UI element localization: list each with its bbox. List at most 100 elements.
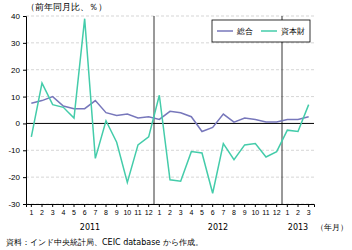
y-tick: 30 — [11, 39, 26, 48]
tick-mark — [148, 204, 149, 207]
x-tick: 2 — [40, 204, 44, 216]
year-label: 2011 — [80, 223, 100, 232]
x-tick: 8 — [104, 204, 108, 216]
legend-frame — [212, 20, 310, 42]
tick-label: 3 — [179, 209, 183, 216]
y-tick: -10 — [8, 146, 26, 155]
tick-mark — [74, 204, 75, 207]
tick-mark — [23, 97, 26, 98]
year-separators — [154, 16, 282, 204]
tick-label: 5 — [72, 209, 76, 216]
tick-mark — [202, 204, 203, 207]
x-tick: 10 — [251, 204, 259, 216]
x-tick: 9 — [115, 204, 119, 216]
x-tick: 6 — [83, 204, 87, 216]
y-axis: -30 -20 -10 0 10 20 30 40 — [8, 12, 26, 209]
x-tick: 8 — [232, 204, 236, 216]
x-tick: 2 — [168, 204, 172, 216]
x-tick: 1 — [29, 204, 33, 216]
tick-mark — [255, 204, 256, 207]
x-tick: 3 — [51, 204, 55, 216]
tick-label: 2 — [40, 209, 44, 216]
x-tick: 11 — [134, 204, 141, 216]
tick-label: 11 — [262, 209, 269, 216]
tick-mark — [223, 204, 224, 207]
tick-label: 30 — [11, 39, 20, 48]
x-tick: 6 — [211, 204, 215, 216]
tick-label: -20 — [8, 173, 20, 182]
y-tick: 10 — [11, 93, 26, 102]
series-line — [31, 97, 308, 132]
tick-mark — [23, 177, 26, 178]
tick-label: -30 — [8, 200, 20, 209]
year-labels: 201120122013 — [80, 223, 308, 232]
y-tick: 20 — [11, 66, 26, 75]
tick-label: 7 — [93, 209, 97, 216]
tick-mark — [244, 204, 245, 207]
tick-label: 12 — [273, 209, 281, 216]
grid-line — [26, 69, 314, 70]
tick-mark — [170, 204, 171, 207]
zero-line — [26, 123, 314, 124]
tick-mark — [159, 204, 160, 207]
x-tick: 3 — [307, 204, 311, 216]
tick-label: -10 — [8, 146, 20, 155]
x-axis: 123456789101112123456789101112123 — [27, 204, 315, 216]
tick-mark — [23, 70, 26, 71]
tick-mark — [23, 43, 26, 44]
legend: 総合 資本財 — [212, 20, 310, 42]
legend-label: 資本財 — [281, 27, 305, 36]
tick-mark — [23, 150, 26, 151]
y-tick: 40 — [11, 12, 26, 21]
x-tick: 3 — [179, 204, 183, 216]
tick-label: 12 — [145, 209, 153, 216]
tick-mark — [23, 123, 26, 124]
x-tick: 9 — [243, 204, 247, 216]
year-separator — [154, 16, 155, 204]
tick-label: 8 — [232, 209, 236, 216]
chart: -30-20-100102030401234567891011121234567… — [0, 0, 352, 250]
y-tick: -20 — [8, 173, 26, 182]
year-separator — [282, 16, 283, 204]
x-tick: 1 — [285, 204, 289, 216]
year-label: 2012 — [208, 223, 228, 232]
tick-label: 6 — [83, 209, 87, 216]
series-line — [31, 19, 308, 194]
tick-mark — [266, 204, 267, 207]
tick-label: 3 — [51, 209, 55, 216]
grid-line — [26, 150, 314, 151]
tick-mark — [42, 204, 43, 207]
title: （前年同月比、％） — [26, 2, 107, 12]
x-tick: 10 — [123, 204, 131, 216]
tick-mark — [116, 204, 117, 207]
tick-label: 7 — [221, 209, 225, 216]
x-tick: 12 — [145, 204, 153, 216]
plot: -30-20-100102030401234567891011121234567… — [8, 2, 348, 232]
x-tick: 7 — [93, 204, 97, 216]
tick-label: 20 — [11, 66, 20, 75]
source-note: 資料：インド中央統計局、CEIC database から作成。 — [6, 238, 203, 247]
tick-label: 9 — [243, 209, 247, 216]
legend-item: 総合 — [217, 27, 253, 36]
tick-mark — [234, 204, 235, 207]
axis-line — [27, 205, 315, 208]
x-axis-title: （年月） — [316, 223, 348, 232]
tick-label: 1 — [285, 209, 289, 216]
legend-swatch — [217, 30, 233, 32]
tick-mark — [84, 204, 85, 207]
tick-label: 6 — [211, 209, 215, 216]
grid — [26, 16, 314, 204]
grid-line — [26, 96, 314, 97]
tick-label: 1 — [29, 209, 33, 216]
tick-mark — [52, 204, 53, 207]
tick-label: 10 — [11, 93, 20, 102]
tick-label: 5 — [200, 209, 204, 216]
tick-mark — [287, 204, 288, 207]
tick-label: 1 — [157, 209, 161, 216]
grid-line — [26, 16, 314, 17]
x-tick: 2 — [296, 204, 300, 216]
tick-label: 10 — [123, 209, 131, 216]
tick-mark — [212, 204, 213, 207]
x-tick: 11 — [262, 204, 269, 216]
y-tick: 0 — [16, 119, 26, 128]
